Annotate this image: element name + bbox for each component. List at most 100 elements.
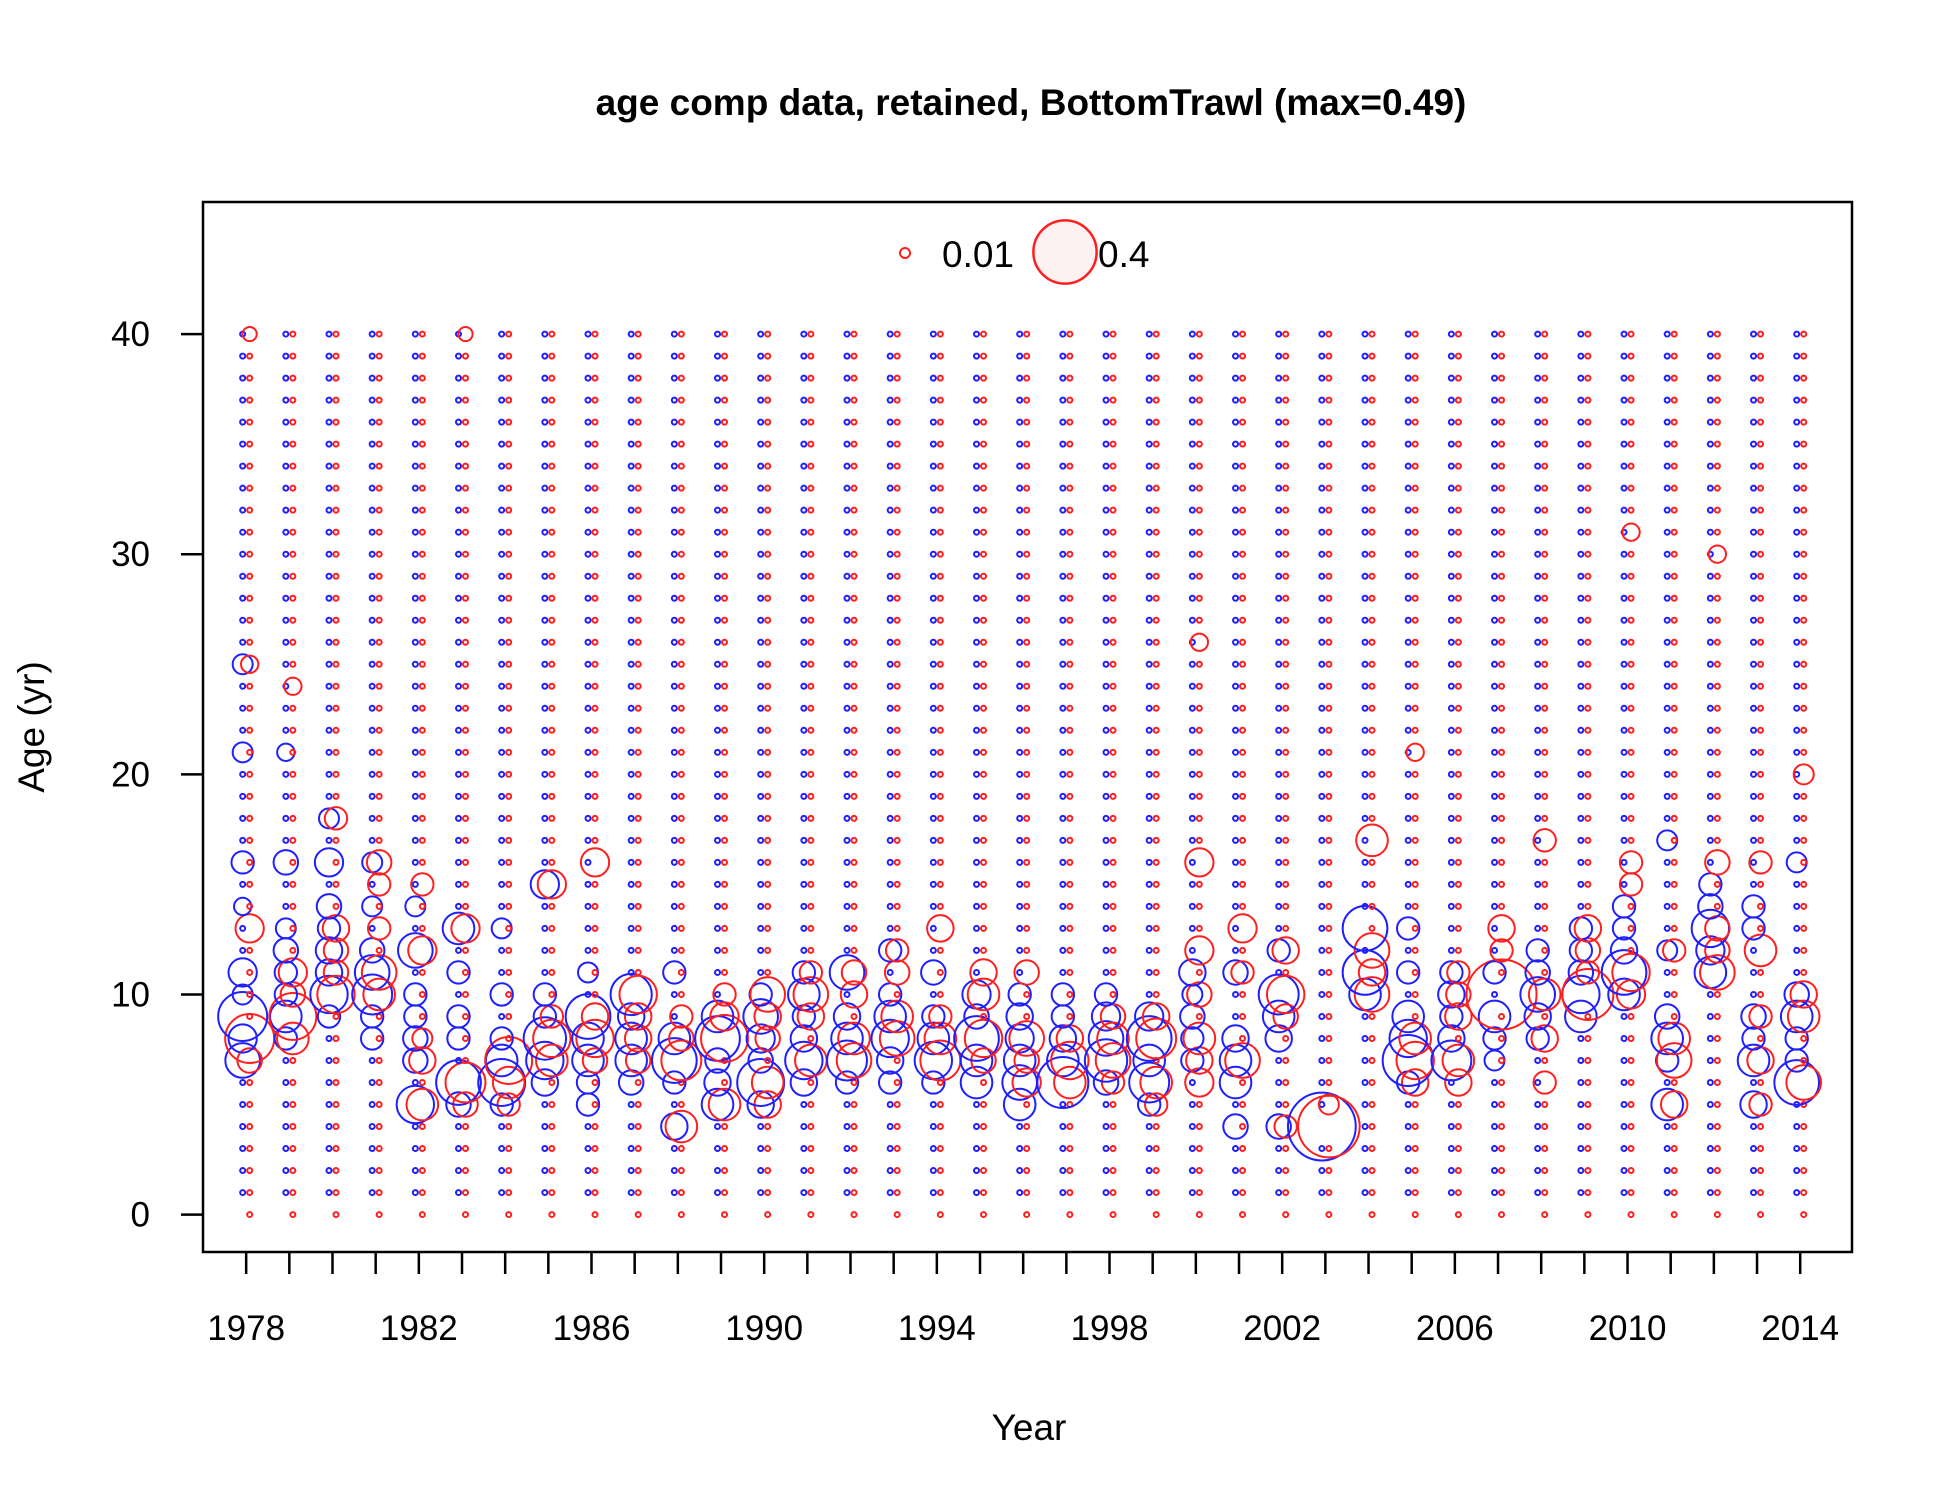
bubble-blue xyxy=(1706,792,1714,800)
bubble-blue xyxy=(757,924,765,932)
bubble-blue xyxy=(973,572,981,580)
bubble-blue xyxy=(1275,1079,1283,1087)
bubble-red xyxy=(548,1079,556,1087)
bubble-blue xyxy=(1577,418,1585,426)
bubble-blue xyxy=(1221,1024,1250,1053)
bubble-red xyxy=(1498,1079,1506,1087)
bubble-blue xyxy=(1534,550,1542,558)
bubble-red xyxy=(505,704,513,712)
bubble-red xyxy=(1527,977,1562,1012)
bubble-red xyxy=(893,990,901,998)
bubble-red xyxy=(539,1004,565,1029)
bubble-red xyxy=(936,330,944,338)
x-axis-label: Year xyxy=(992,1407,1067,1448)
bubble-red xyxy=(764,726,772,734)
bubble-red xyxy=(1454,1167,1462,1175)
bubble-blue xyxy=(886,1145,894,1153)
bubble-blue xyxy=(1404,1123,1412,1131)
bubble-red xyxy=(1152,924,1160,932)
bubble-red xyxy=(411,1027,434,1050)
bubble-red xyxy=(936,990,944,998)
bubble-blue xyxy=(351,973,394,1016)
bubble-blue xyxy=(1404,814,1412,822)
bubble-red xyxy=(677,836,685,844)
bubble-blue xyxy=(1750,1167,1758,1175)
bubble-red xyxy=(1454,792,1462,800)
bubble-blue xyxy=(1361,836,1369,844)
bubble-red xyxy=(1627,330,1635,338)
bubble-red xyxy=(807,704,815,712)
legend-label-large: 0.4 xyxy=(1098,234,1149,275)
bubble-blue xyxy=(571,1043,605,1078)
bubble-blue xyxy=(757,528,765,536)
bubble-red xyxy=(1800,704,1808,712)
bubble-red xyxy=(1454,440,1462,448)
bubble-red xyxy=(1023,990,1031,998)
bubble-blue xyxy=(1447,792,1455,800)
bubble-red xyxy=(1541,946,1549,954)
bubble-red xyxy=(1627,506,1635,514)
bubble-blue xyxy=(627,858,635,866)
bubble-red xyxy=(1454,550,1462,558)
bubble-blue xyxy=(313,847,345,878)
bubble-blue xyxy=(973,682,981,690)
bubble-red xyxy=(1670,990,1678,998)
bubble-blue xyxy=(1145,990,1153,998)
bubble-red xyxy=(764,660,772,668)
bubble-blue xyxy=(714,352,722,360)
bubble-red xyxy=(1325,792,1333,800)
bubble-red xyxy=(677,550,685,558)
bubble-red xyxy=(1100,1070,1126,1095)
bubble-red xyxy=(462,638,470,646)
bubble-red xyxy=(1800,1145,1808,1153)
bubble-blue xyxy=(584,880,592,888)
bubble-blue xyxy=(1361,1145,1369,1153)
bubble-red xyxy=(591,1211,599,1219)
bubble-blue xyxy=(886,880,894,888)
bubble-blue xyxy=(1016,924,1024,932)
bubble-blue xyxy=(973,770,981,778)
bubble-red xyxy=(1584,704,1592,712)
bubble-blue xyxy=(1232,748,1240,756)
bubble-red xyxy=(418,1123,426,1131)
bubble-blue xyxy=(973,1189,981,1197)
bubble-blue xyxy=(239,572,247,580)
bubble-red xyxy=(505,792,513,800)
bubble-red xyxy=(548,682,556,690)
bubble-blue xyxy=(1318,330,1326,338)
bubble-blue xyxy=(1491,638,1499,646)
bubble-blue xyxy=(1275,594,1283,602)
bubble-red xyxy=(1454,594,1462,602)
bubble-blue xyxy=(541,440,549,448)
bubble-red xyxy=(505,770,513,778)
bubble-blue xyxy=(584,748,592,756)
bubble-red xyxy=(1584,462,1592,470)
bubble-blue xyxy=(1318,1189,1326,1197)
bubble-red xyxy=(462,418,470,426)
bubble-blue xyxy=(541,638,549,646)
bubble-blue xyxy=(282,1123,290,1131)
bubble-blue xyxy=(1232,352,1240,360)
bubble-blue xyxy=(445,1091,472,1118)
bubble-blue xyxy=(1793,440,1801,448)
bubble-red xyxy=(1066,506,1074,514)
bubble-blue xyxy=(1145,726,1153,734)
bubble-red xyxy=(1066,462,1074,470)
bubble-blue xyxy=(1706,704,1714,712)
bubble-blue xyxy=(973,484,981,492)
bubble-red xyxy=(1195,968,1203,976)
bubble-red xyxy=(1239,1101,1247,1109)
bubble-red xyxy=(936,770,944,778)
bubble-red xyxy=(1139,1065,1173,1100)
bubble-red xyxy=(1584,880,1592,888)
bubble-blue xyxy=(1016,880,1024,888)
bubble-red xyxy=(1411,440,1419,448)
bubble-red xyxy=(1195,682,1203,690)
bubble-red xyxy=(1411,1123,1419,1131)
bubble-blue xyxy=(1706,440,1714,448)
bubble-red xyxy=(332,880,340,888)
bubble-red xyxy=(850,814,858,822)
bubble-blue xyxy=(1741,894,1766,919)
bubble-blue xyxy=(411,374,419,382)
bubble-blue xyxy=(239,1101,247,1109)
